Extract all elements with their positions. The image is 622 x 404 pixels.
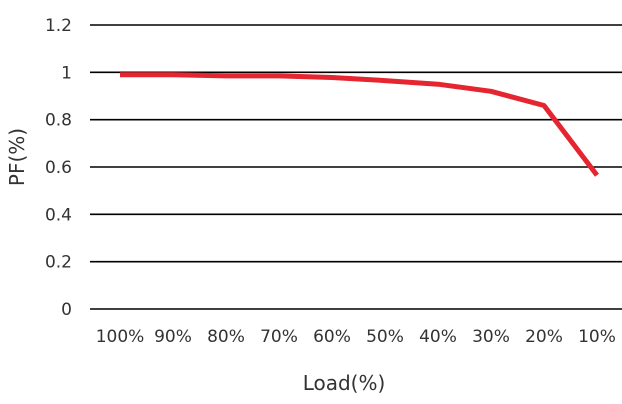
y-tick-label: 0.4 [45,205,72,225]
y-tick-label: 0 [61,300,72,320]
x-tick-label: 20% [525,327,563,347]
x-tick-label: 80% [207,327,245,347]
y-tick-label: 1.2 [45,16,72,36]
x-tick-label: 70% [260,327,298,347]
x-tick-label: 90% [154,327,192,347]
x-tick-label: 30% [472,327,510,347]
y-tick-label: 0.8 [45,111,72,131]
x-tick-label: 40% [419,327,457,347]
x-tick-label: 100% [96,327,145,347]
x-axis-ticks: 100% 90% 80% 70% 60% 50% 40% 30% 20% 10% [96,327,616,347]
y-tick-label: 0.6 [45,158,72,178]
x-tick-label: 50% [366,327,404,347]
y-axis-label: PF(%) [5,128,29,186]
pf-series-line [120,72,599,177]
y-axis-ticks: 0 0.2 0.4 0.6 0.8 1 1.2 [45,16,72,320]
gridlines [90,24,622,310]
x-tick-label: 60% [313,327,351,347]
y-tick-label: 0.2 [45,253,72,273]
y-tick-label: 1 [61,63,72,83]
x-tick-label: 10% [578,327,616,347]
series-layer [120,72,599,177]
x-axis-label: Load(%) [303,371,386,395]
